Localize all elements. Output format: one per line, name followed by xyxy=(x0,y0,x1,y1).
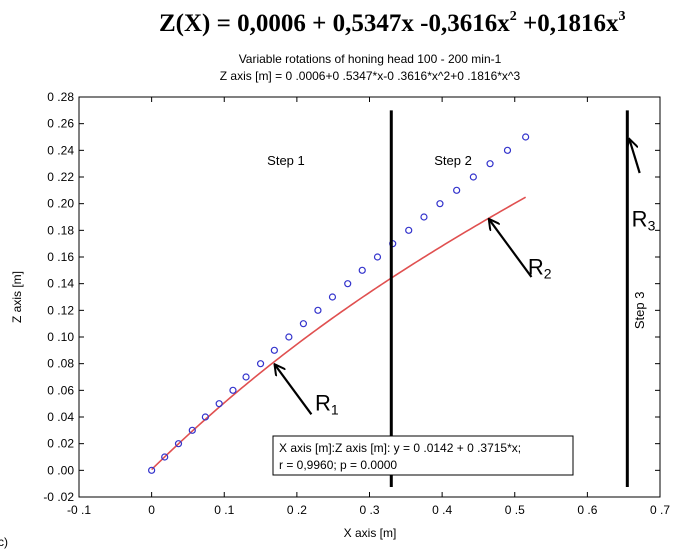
annotation-subscript: 2 xyxy=(544,265,552,281)
y-tick-label: 0 .18 xyxy=(47,223,74,237)
annotation-arrow xyxy=(489,220,533,278)
step-divider-lines xyxy=(389,110,629,487)
fit-curve-layer xyxy=(151,196,527,471)
data-point xyxy=(242,373,250,381)
data-point xyxy=(358,266,366,274)
equation-superscript-2: 2 xyxy=(510,9,517,24)
step-labels: Step 1 Step 2 Step 3 xyxy=(267,153,647,329)
x-tick-label: 0 .2 xyxy=(287,503,307,517)
data-point xyxy=(373,253,382,261)
data-point xyxy=(420,213,428,221)
y-tick-label: 0 .16 xyxy=(47,250,74,264)
x-tick-label: 0 .4 xyxy=(432,503,452,517)
data-point xyxy=(328,293,337,301)
data-point xyxy=(256,360,265,368)
annotation-label: R1 xyxy=(315,390,339,417)
data-points xyxy=(148,133,530,474)
annotation-arrow xyxy=(629,140,641,174)
regression-box-frame xyxy=(272,435,574,476)
data-point xyxy=(215,400,223,408)
data-point xyxy=(285,333,293,341)
step-label: Step 3 xyxy=(632,292,647,330)
chart-title: Variable rotations of honing head 100 - … xyxy=(239,52,502,66)
data-point xyxy=(522,133,530,141)
x-tick-label: 0 .5 xyxy=(505,503,525,517)
data-point xyxy=(148,466,156,474)
data-point xyxy=(469,173,477,181)
data-point xyxy=(436,200,444,208)
x-tick-label: 0 .3 xyxy=(359,503,379,517)
annotation-label: R2 xyxy=(528,254,552,281)
equation-heading: Z(X) = 0,0006 + 0,5347x -0,3616x2 +0,181… xyxy=(159,9,625,37)
step-label: Step 2 xyxy=(434,153,472,168)
y-tick-label: 0 .14 xyxy=(47,277,74,291)
data-point xyxy=(486,160,494,168)
data-point xyxy=(299,320,308,328)
data-point xyxy=(174,440,183,448)
data-point xyxy=(161,453,169,461)
data-point xyxy=(229,386,237,394)
data-point xyxy=(503,146,512,154)
data-point xyxy=(270,346,278,354)
x-tick-label: -0 .1 xyxy=(67,503,91,517)
data-point xyxy=(344,280,352,288)
regression-legend-box: X axis [m]:Z axis [m]: y = 0 .0142 + 0 .… xyxy=(272,435,574,476)
y-axis-label: Z axis [m] xyxy=(10,271,24,323)
y-tick-label: 0 .02 xyxy=(47,437,74,451)
annotation-arrow xyxy=(275,365,313,415)
x-tick-label: 0 .1 xyxy=(214,503,234,517)
y-tick-label: 0 .04 xyxy=(47,410,74,424)
data-point xyxy=(188,426,196,434)
step-label: Step 1 xyxy=(267,153,305,168)
chart-subtitle: Z axis [m] = 0 .0006+0 .5347*x-0 .3616*x… xyxy=(220,69,521,83)
fit-curve xyxy=(151,196,527,471)
y-tick-label: 0 .00 xyxy=(47,463,74,477)
data-point xyxy=(405,226,413,234)
equation-main-text: Z(X) = 0,0006 + 0,5347x -0,3616x xyxy=(159,10,510,37)
annotation-label: R3 xyxy=(632,206,656,233)
axis-ticks xyxy=(78,96,661,498)
data-point xyxy=(201,413,209,421)
annotation-subscript: 3 xyxy=(648,217,656,233)
data-point xyxy=(453,186,461,194)
x-axis-label: X axis [m] xyxy=(344,526,397,540)
y-tick-label: 0 .28 xyxy=(47,90,74,104)
panel-label: c) xyxy=(0,535,8,549)
data-point xyxy=(314,306,322,314)
y-tick-label: 0 .22 xyxy=(47,170,74,184)
annotation-subscript: 1 xyxy=(331,401,339,417)
y-tick-label: 0 .08 xyxy=(47,357,74,371)
x-tick-label: 0 .7 xyxy=(650,503,670,517)
regression-line-2: r = 0,9960; p = 0.0000 xyxy=(279,458,397,472)
y-tick-label: 0 .26 xyxy=(47,117,74,131)
y-tick-label: 0 .20 xyxy=(47,197,74,211)
y-tick-label: 0 .06 xyxy=(47,383,74,397)
x-tick-label: 0 .6 xyxy=(577,503,597,517)
regression-line-1: X axis [m]:Z axis [m]: y = 0 .0142 + 0 .… xyxy=(279,441,521,455)
y-tick-label: 0 .24 xyxy=(47,143,74,157)
tick-labels: -0 .1 0 0 .1 0 .2 0 .3 0 .4 0 .5 0 .6 0 .7 -0 .02… xyxy=(43,90,670,517)
y-tick-label: -0 .02 xyxy=(43,490,74,504)
x-tick-label: 0 xyxy=(148,503,155,517)
annotations: R1 R2 R3 xyxy=(275,140,656,417)
y-tick-label: 0 .10 xyxy=(47,330,74,344)
equation-mid-text: +0,1816x xyxy=(517,10,619,37)
y-tick-label: 0 .12 xyxy=(47,303,74,317)
equation-superscript-3: 3 xyxy=(618,9,625,24)
